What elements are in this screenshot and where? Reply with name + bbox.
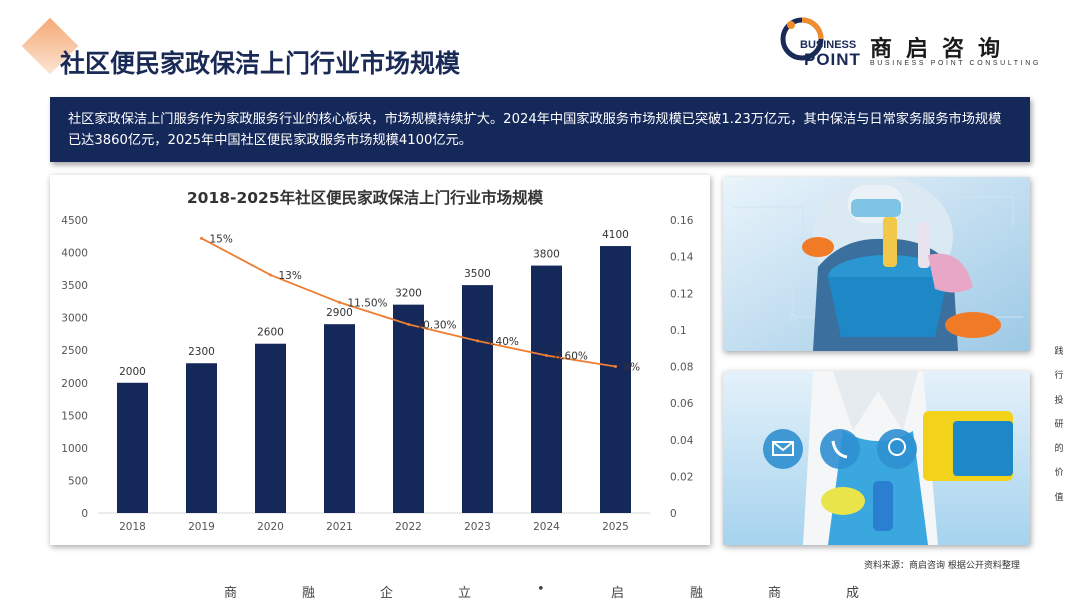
- bar: [255, 343, 286, 513]
- bar-value-label: 2900: [326, 307, 353, 319]
- bar-value-label: 2000: [119, 366, 146, 378]
- growth-value-label: 10.30%: [417, 319, 457, 331]
- x-tick-label: 2023: [464, 521, 491, 533]
- bar: [531, 265, 562, 513]
- y2-tick-label: 0.04: [670, 435, 694, 447]
- y-tick-label: 1500: [61, 410, 88, 422]
- y2-tick-label: 0.06: [670, 398, 694, 410]
- summary-box: 社区家政保洁上门服务作为家政服务行业的核心板块，市场规模持续扩大。2024年中国…: [50, 97, 1030, 162]
- bar: [600, 246, 631, 513]
- vertical-slogan-char: 行: [1054, 371, 1064, 382]
- y-tick-label: 3500: [61, 280, 88, 292]
- growth-point: [545, 354, 548, 358]
- x-tick-label: 2024: [533, 521, 560, 533]
- bar-value-label: 2300: [188, 346, 215, 358]
- summary-text: 社区家政保洁上门服务作为家政服务行业的核心板块，市场规模持续扩大。2024年中国…: [68, 112, 1002, 148]
- cleaning-worker-icon: [723, 177, 1030, 351]
- footer-slogan: 商 融 企 立 • 启 融 商 成: [0, 580, 1080, 601]
- growth-point: [338, 300, 341, 304]
- y-tick-label: 4000: [61, 248, 88, 260]
- chart-card: 2018-2025年社区便民家政保洁上门行业市场规模 0 500 1000 1500 2…: [50, 175, 710, 545]
- footer-slogan-char: 商: [768, 586, 782, 601]
- source-note: 资料来源：商启咨询 根据公开资料整理: [864, 561, 1020, 571]
- bar-value-label: 3800: [533, 249, 560, 261]
- x-tick-label: 2025: [602, 521, 629, 533]
- x-tick-label: 2020: [257, 521, 284, 533]
- y-tick-label: 4500: [61, 215, 88, 227]
- logo-mark-icon: [780, 17, 824, 61]
- vertical-slogan-char: 践: [1054, 347, 1064, 357]
- growth-value-label: 9.40%: [486, 336, 519, 348]
- x-tick-label: 2019: [188, 521, 215, 533]
- y2-tick-label: 0.1: [670, 325, 687, 337]
- brand-logo: BUSINESS POINT 商启咨询 BUSINESS POINT CONSU…: [780, 17, 1070, 73]
- footer-slogan-char: 成: [846, 586, 860, 601]
- footer-slogan-char: 融: [302, 586, 316, 601]
- bar-value-label: 3500: [464, 268, 491, 280]
- page-title: 社区便民家政保洁上门行业市场规模: [60, 49, 461, 78]
- x-tick-label: 2022: [395, 521, 422, 533]
- y-tick-label: 2000: [61, 378, 88, 390]
- y2-tick-label: 0.14: [670, 252, 694, 264]
- growth-point: [476, 339, 479, 343]
- logo-text-point: POINT: [804, 50, 861, 69]
- growth-value-label: 11.50%: [348, 297, 388, 309]
- cleaning-contact-photo: @: [723, 371, 1030, 545]
- market-size-chart: 2018-2025年社区便民家政保洁上门行业市场规模 0 500 1000 1500 2…: [61, 188, 694, 533]
- vertical-slogan-char: 研: [1054, 419, 1064, 430]
- bar: [117, 382, 148, 513]
- y2-tick-label: 0.12: [670, 288, 693, 300]
- bar: [393, 304, 424, 513]
- x-tick-label: 2021: [326, 521, 353, 533]
- y-tick-label: 3000: [61, 313, 88, 325]
- footer-slogan-char: 启: [611, 586, 625, 601]
- y2-tick-label: 0.08: [670, 362, 693, 374]
- bar-value-label: 2600: [257, 327, 284, 339]
- growth-point: [407, 322, 410, 326]
- growth-value-label: 13%: [279, 270, 302, 282]
- growth-value-label: 8.60%: [555, 351, 588, 363]
- y-tick-label: 500: [68, 475, 88, 487]
- footer-slogan-char: 商: [224, 586, 238, 601]
- vertical-slogan-char: 价: [1054, 468, 1064, 479]
- logo-text-business: BUSINESS: [800, 39, 857, 51]
- vertical-slogan-char: 投: [1054, 395, 1064, 406]
- bar: [186, 363, 217, 513]
- bar: [462, 285, 493, 513]
- growth-point: [269, 273, 272, 277]
- cleaning-worker-photo: [723, 177, 1030, 351]
- footer-slogan-char: 立: [458, 586, 472, 601]
- logo-text-cn: 商启咨询: [870, 37, 1015, 62]
- y-tick-label: 0: [81, 508, 88, 520]
- vertical-slogan-char: 的: [1054, 444, 1064, 455]
- x-tick-label: 2018: [119, 521, 146, 533]
- growth-point: [200, 236, 203, 240]
- growth-point: [614, 365, 617, 368]
- footer-slogan-char: •: [537, 582, 545, 597]
- y2-tick-label: 0: [670, 508, 677, 520]
- bar-value-label: 4100: [602, 229, 629, 241]
- footer-slogan-char: 融: [690, 586, 704, 601]
- growth-value-label: 15%: [210, 233, 233, 245]
- bar: [324, 324, 355, 513]
- logo-tagline: BUSINESS POINT CONSULTING: [870, 60, 1041, 67]
- y2-tick-label: 0.16: [670, 215, 694, 227]
- growth-value-label: 8%: [624, 362, 641, 374]
- y-tick-label: 1000: [61, 443, 88, 455]
- y2-tick-label: 0.02: [670, 471, 693, 483]
- vertical-slogan-char: 值: [1054, 492, 1064, 503]
- bar-value-label: 3200: [395, 288, 422, 300]
- cleaning-contact-icon: @: [723, 371, 1030, 545]
- vertical-slogan: 践 行 投 研 的 价 值: [1052, 340, 1066, 510]
- footer-slogan-char: 企: [380, 586, 394, 601]
- y-tick-label: 2500: [61, 345, 88, 357]
- chart-title: 2018-2025年社区便民家政保洁上门行业市场规模: [187, 188, 544, 207]
